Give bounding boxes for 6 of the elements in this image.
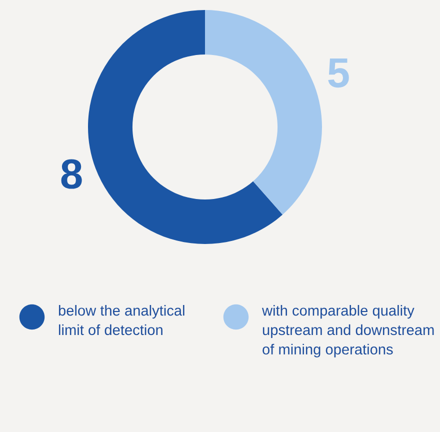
donut-slice [205, 10, 322, 215]
data-label: 5 [328, 58, 349, 88]
legend-label: below the analytical limit of detection [58, 305, 184, 336]
legend-label: with comparable quality upstream and downstream of mining operations [262, 305, 434, 358]
data-label: 8 [61, 159, 82, 189]
donut-slice [88, 10, 283, 244]
